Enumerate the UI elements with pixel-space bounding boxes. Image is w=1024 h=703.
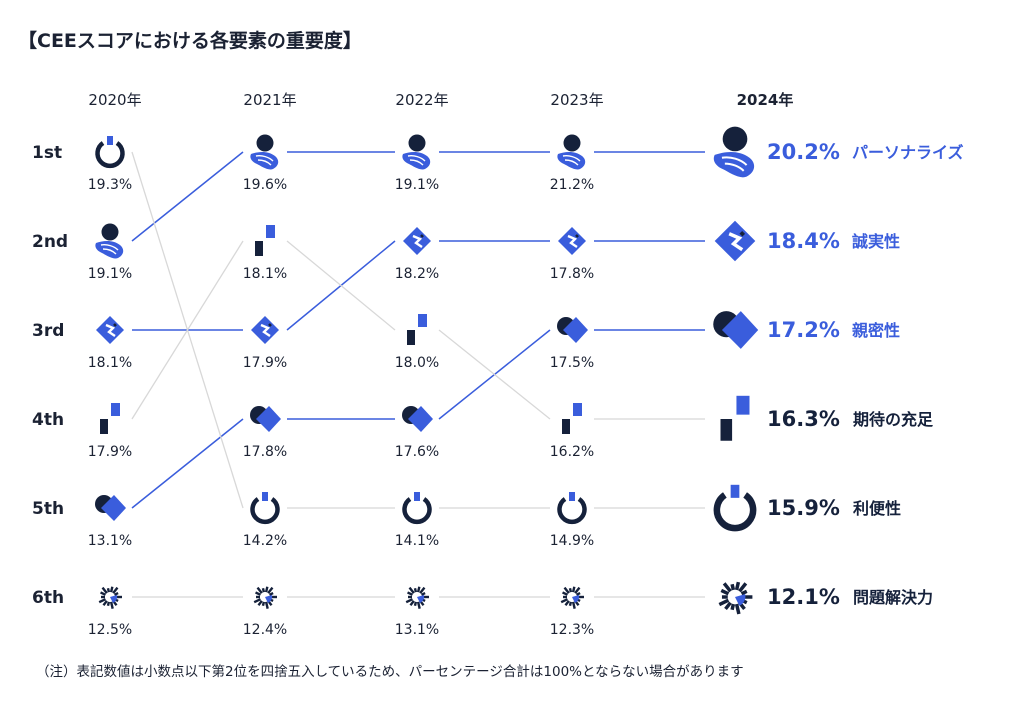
value-label: 19.1% [88, 266, 132, 282]
value-label: 17.9% [88, 444, 132, 460]
resolution-icon [405, 586, 429, 609]
empathy-icon [557, 317, 588, 343]
latest-value-label: 12.1% [767, 585, 840, 609]
value-label: 17.9% [243, 355, 287, 371]
value-label: 12.4% [243, 622, 287, 638]
connector-lines [131, 151, 705, 598]
value-label: 14.9% [550, 533, 594, 549]
value-label: 16.2% [550, 444, 594, 460]
value-label: 18.1% [88, 355, 132, 371]
value-label: 17.5% [550, 355, 594, 371]
integrity-icon [251, 316, 279, 344]
element-name-label: 誠実性 [852, 232, 900, 251]
integrity-icon [714, 220, 756, 262]
integrity-icon [558, 227, 586, 255]
rank-label: 1st [32, 143, 62, 163]
personalize-icon [557, 134, 586, 170]
personalize-icon [713, 126, 755, 178]
latest-value-label: 18.4% [767, 229, 840, 253]
bump-chart: 2020年 2021年 2022年 2023年 2024年 1st 2nd 3rd 4th 5th… [32, 91, 964, 638]
resolution-icon [98, 586, 122, 609]
resolution-icon [253, 586, 277, 609]
icon-layer [95, 126, 759, 615]
empathy-icon [713, 311, 759, 349]
value-label: 19.6% [243, 177, 287, 193]
time-effort-icon [95, 136, 125, 169]
element-name-label: パーソナライズ [852, 143, 964, 162]
expectations-icon [720, 395, 750, 441]
personalize-icon [250, 134, 279, 170]
latest-value-label: 17.2% [767, 318, 840, 342]
integrity-icon [403, 227, 431, 255]
expectations-icon [562, 403, 582, 434]
value-label: 12.5% [88, 622, 132, 638]
time-effort-icon [557, 492, 587, 525]
element-name-label: 利便性 [853, 499, 901, 518]
empathy-icon [95, 495, 126, 521]
expectations-icon [407, 314, 427, 345]
value-label: 18.1% [243, 266, 287, 282]
element-name-label: 期待の充足 [853, 410, 934, 429]
value-label: 17.8% [550, 266, 594, 282]
series-connector [286, 240, 396, 331]
value-label: 14.1% [395, 533, 439, 549]
value-label: 18.2% [395, 266, 439, 282]
year-label: 2021年 [243, 91, 296, 109]
series-connector [131, 418, 244, 509]
latest-value-label: 15.9% [767, 496, 840, 520]
value-label: 21.2% [550, 177, 594, 193]
value-label: 19.1% [395, 177, 439, 193]
value-label: 18.0% [395, 355, 439, 371]
personalize-icon [95, 223, 124, 259]
expectations-icon [255, 225, 275, 256]
element-name-label: 問題解決力 [853, 588, 933, 607]
rank-label: 2nd [32, 232, 68, 252]
rank-label: 4th [32, 410, 64, 430]
empathy-icon [402, 406, 433, 432]
rank-label: 5th [32, 499, 64, 519]
time-effort-icon [402, 492, 432, 525]
value-label: 19.3% [88, 177, 132, 193]
expectations-icon [100, 403, 120, 434]
element-name-label: 親密性 [852, 321, 900, 340]
rank-label: 6th [32, 588, 64, 608]
value-label: 17.8% [243, 444, 287, 460]
latest-value-label: 16.3% [767, 407, 840, 431]
value-label: 12.3% [550, 622, 594, 638]
year-label: 2022年 [395, 91, 448, 109]
series-connector [131, 151, 244, 509]
series-connector [131, 151, 244, 242]
time-effort-icon [713, 484, 757, 532]
year-label: 2024年 [737, 91, 794, 109]
series-connector [438, 329, 551, 420]
value-label: 13.1% [395, 622, 439, 638]
chart-title: 【CEEスコアにおける各要素の重要度】 [18, 30, 362, 52]
time-effort-icon [250, 492, 280, 525]
footnote: （注）表記数値は小数点以下第2位を四捨五入しているため、パーセンテージ合計は10… [36, 664, 744, 680]
value-label: 17.6% [395, 444, 439, 460]
value-label: 14.2% [243, 533, 287, 549]
personalize-icon [402, 134, 431, 170]
text-layer: 2020年 2021年 2022年 2023年 2024年 1st 2nd 3rd 4th 5th… [32, 91, 964, 638]
value-label: 13.1% [88, 533, 132, 549]
year-label: 2023年 [550, 91, 603, 109]
year-label: 2020年 [88, 91, 141, 109]
empathy-icon [250, 406, 281, 432]
rank-label: 3rd [32, 321, 64, 341]
latest-value-label: 20.2% [767, 140, 840, 164]
resolution-icon [718, 581, 753, 615]
resolution-icon [560, 586, 584, 609]
integrity-icon [96, 316, 124, 344]
